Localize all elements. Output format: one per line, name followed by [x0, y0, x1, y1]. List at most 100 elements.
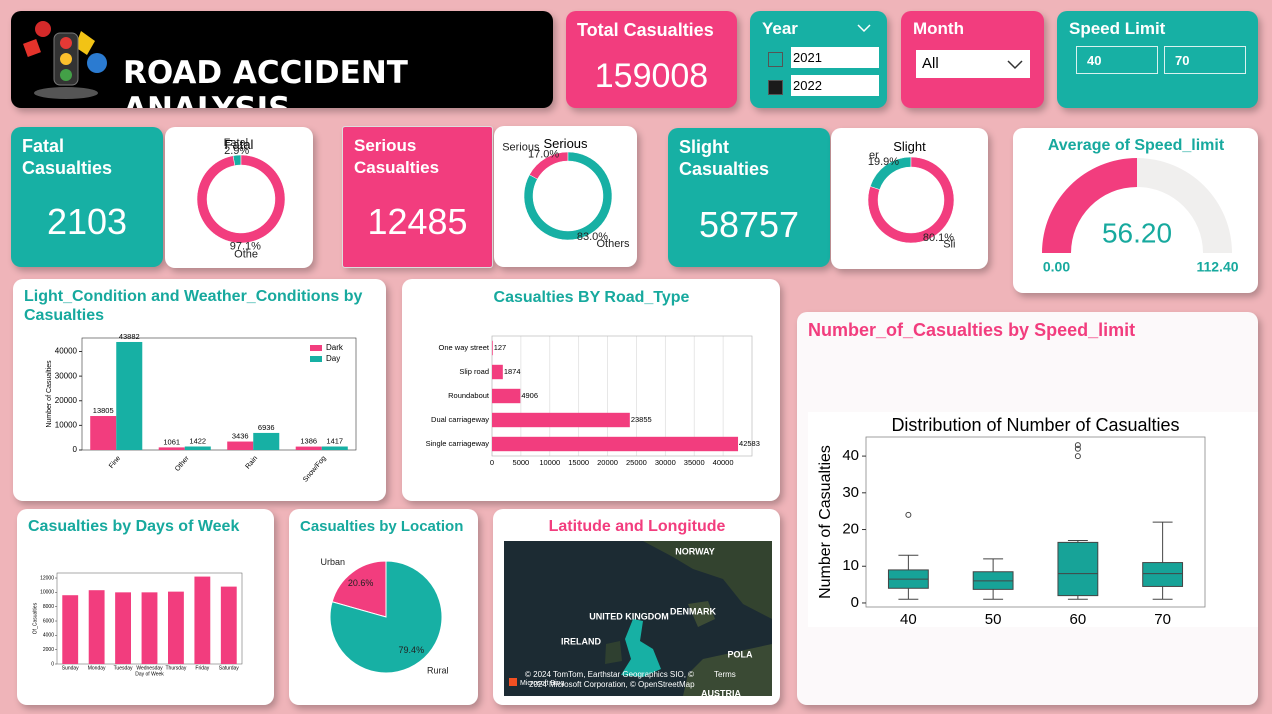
value-label: 42583: [739, 439, 760, 448]
chart: 0 2000 4000 6000 8000 10000 12000 Of_Casualties…: [32, 572, 243, 677]
dropdown-icon[interactable]: [750, 11, 887, 41]
map-label: UNITED KINGDOM: [589, 611, 669, 621]
x-axis-label: Day of Week: [135, 671, 164, 677]
outlier: [1074, 445, 1081, 452]
y-tick-label: Single carriageway: [426, 439, 490, 448]
value-label: 1386: [300, 437, 317, 446]
panel: Light_Condition and Weather_Conditions b…: [13, 279, 386, 501]
map-label: POLA: [727, 649, 753, 659]
kpi-label: Slight Casualties: [679, 137, 770, 179]
value-label: 79.4%: [399, 645, 425, 655]
x-tick-label: Monday: [88, 665, 106, 671]
map-label: IRELAND: [561, 636, 601, 646]
slicer-title: Month: [913, 19, 964, 38]
option-label: 2021: [791, 47, 879, 68]
year-slicer[interactable]: Year 2021 2022: [750, 11, 887, 108]
chart-title: Slight: [893, 139, 926, 154]
value-label: 80.1%: [923, 232, 954, 244]
bar: [184, 446, 211, 450]
y-tick-label: Slip road: [459, 367, 489, 376]
gauge-max: 112.40: [1196, 259, 1238, 275]
range-to[interactable]: 70: [1164, 46, 1246, 74]
chart: 20.6% Urban 79.4% Rural: [320, 557, 448, 676]
slice-label: Othe: [234, 249, 258, 261]
x-tick-label: Tuesday: [114, 665, 133, 671]
gauge-value: [1042, 158, 1137, 253]
box: [1057, 541, 1099, 597]
bar: [115, 592, 131, 664]
x-tick-label: 15000: [568, 458, 589, 467]
slice-label: Fatal: [224, 137, 248, 149]
x-tick-label: Wednesday: [136, 665, 163, 671]
y-tick-label: 2000: [43, 647, 54, 653]
y-tick-label: 40: [842, 447, 859, 464]
map-attribution: © 2024 TomTom, Earthstar Geographics SIO…: [525, 670, 694, 679]
dropdown-icon: [1007, 60, 1023, 70]
bar: [141, 592, 158, 664]
chart-title: Number_of_Casualties by Speed_limit: [808, 320, 1136, 340]
value-label: 13805: [93, 406, 114, 415]
map-attribution: 2024 Microsoft Corporation, © OpenStreet…: [529, 680, 695, 689]
plot-bg: [808, 412, 1258, 627]
y-tick-label: 30000: [55, 371, 78, 380]
plot-frame: [865, 436, 1206, 608]
kpi-value: 2103: [46, 201, 128, 242]
value-label: 1417: [326, 436, 343, 445]
total-card: Total Casualties 159008: [566, 11, 737, 108]
serious-card: Serious Casualties 12485: [342, 126, 493, 268]
y-axis-label: Of_Casualties: [32, 602, 38, 634]
box: [1142, 562, 1184, 587]
y-tick-label: 40000: [55, 347, 78, 356]
panel: Casualties BY Road_Type 0 5000 10000 15000 20…: [402, 279, 780, 501]
checkbox[interactable]: [768, 52, 783, 67]
value-label: 97.1%: [230, 241, 261, 253]
value-label: 17.0%: [528, 149, 559, 161]
chart-title: Casualties by Location: [300, 518, 464, 535]
value-label: 127: [494, 343, 507, 352]
x-tick-label: 25000: [626, 458, 647, 467]
panel: Number_of_Casualties by Speed_limit Distr…: [797, 312, 1258, 705]
y-tick-label: 6000: [43, 618, 54, 624]
map-label: AUSTRIA: [701, 688, 741, 698]
slicer-title: Year: [762, 19, 798, 38]
chart-title: Average of Speed_limit: [1047, 137, 1225, 154]
y-tick-label: 4000: [43, 633, 54, 639]
header: ROAD ACCIDENT ANALYSIS: [11, 11, 553, 108]
bing-logo: [509, 678, 517, 686]
range-from[interactable]: 40: [1076, 46, 1158, 74]
value-label: 1874: [504, 367, 521, 376]
x-tick-label: Friday: [195, 665, 209, 671]
bar: [492, 412, 630, 428]
slice-label: Serious: [502, 142, 540, 154]
value-label: 2.9%: [224, 145, 249, 157]
chart-title: Latitude and Longitude: [548, 518, 726, 535]
chart: 2.9%Fatal 97.1%Othe: [196, 137, 286, 261]
slice: [523, 151, 613, 241]
bar: [194, 576, 211, 664]
month-slicer[interactable]: Month All: [901, 11, 1044, 108]
kpi-value: 159008: [594, 57, 709, 95]
logo: [23, 21, 107, 99]
plot-title: Distribution of Number of Casualties: [891, 415, 1179, 435]
x-tick-label: Other: [174, 454, 191, 472]
fatal-card: Fatal Casualties 2103: [11, 127, 163, 267]
bar: [227, 441, 254, 450]
value-label: 19.9%: [868, 156, 899, 168]
checkbox[interactable]: [768, 80, 783, 95]
bar: [90, 416, 117, 450]
y-tick-label: Dual carriageway: [431, 415, 489, 424]
x-tick-label: 20000: [597, 458, 618, 467]
map-attribution: Terms: [714, 670, 736, 679]
panel: Fatal 2.9% Fatal 97.1% Othe: [165, 127, 313, 268]
dropdown[interactable]: All: [916, 50, 1030, 78]
map-label: DENMARK: [670, 606, 716, 616]
speed-slicer[interactable]: Speed Limit 40 70: [1057, 11, 1258, 108]
outlier: [1074, 453, 1081, 460]
y-tick-label: 20: [842, 520, 859, 537]
y-axis-label: Number of Casualties: [46, 360, 53, 428]
x-tick-label: Sunday: [62, 665, 79, 671]
panel: Casualties by Days of Week 0 2000 4000 6000 8…: [17, 509, 274, 705]
